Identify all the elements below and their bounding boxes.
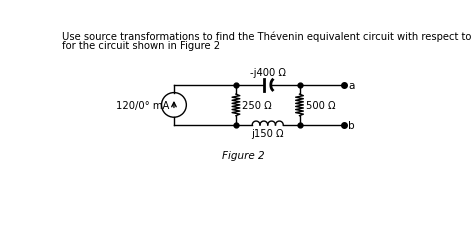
Text: Figure 2: Figure 2	[222, 150, 264, 160]
Text: for the circuit shown in Figure 2: for the circuit shown in Figure 2	[63, 41, 220, 51]
Text: 500 Ω: 500 Ω	[306, 101, 335, 110]
Text: b: b	[348, 120, 355, 130]
Text: a: a	[348, 81, 355, 91]
Text: 250 Ω: 250 Ω	[242, 101, 272, 110]
Text: j150 Ω: j150 Ω	[252, 128, 284, 138]
Text: Use source transformations to find the Thévenin equivalent circuit with respect : Use source transformations to find the T…	[63, 32, 474, 42]
Text: 120/0° mA: 120/0° mA	[116, 101, 169, 110]
Text: -j400 Ω: -j400 Ω	[250, 68, 286, 78]
